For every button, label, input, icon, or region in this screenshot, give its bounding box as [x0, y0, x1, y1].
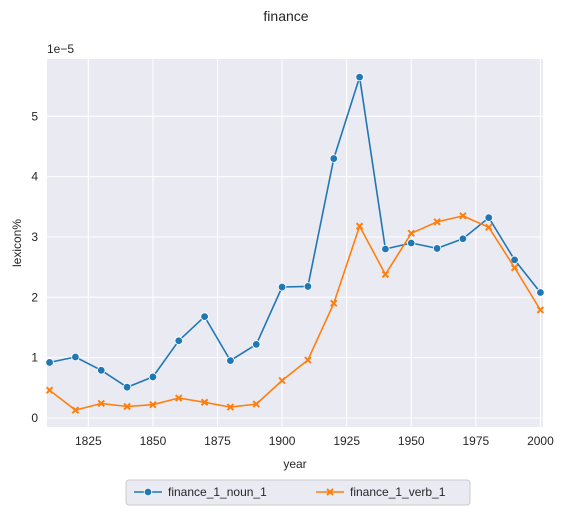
data-point-finance_1_noun_1: [252, 340, 261, 349]
y-axis-label: lexicon%: [10, 219, 24, 267]
legend-box: [125, 479, 471, 506]
y-tick-label: 5: [31, 109, 38, 123]
data-point-finance_1_noun_1: [277, 282, 287, 292]
data-point-finance_1_verb_1: [97, 399, 105, 408]
legend: finance_1_noun_1 finance_1_verb_1: [125, 479, 471, 506]
series-line-finance_1_verb_1: [49, 215, 542, 411]
y-tick-label: 3: [31, 230, 38, 244]
data-point-finance_1_noun_1: [484, 213, 493, 222]
data-point-finance_1_verb_1: [355, 222, 364, 230]
data-point-finance_1_noun_1: [432, 244, 442, 253]
y-tick-label: 2: [31, 290, 38, 304]
data-point-finance_1_noun_1: [122, 382, 132, 392]
legend-label-finance_1_noun_1: finance_1_noun_1: [168, 485, 267, 499]
data-point-finance_1_noun_1: [71, 352, 80, 362]
data-point-finance_1_noun_1: [97, 366, 106, 375]
x-tick-label: 1850: [140, 434, 167, 448]
series-line-finance_1_noun_1: [49, 76, 542, 389]
y-tick-label: 0: [31, 411, 38, 425]
data-point-finance_1_verb_1: [485, 223, 493, 232]
data-point-finance_1_noun_1: [355, 72, 364, 82]
legend-label-finance_1_verb_1: finance_1_verb_1: [350, 485, 446, 499]
y-axis-ticks: 0 1 2 3 4 5: [31, 109, 38, 425]
chart-title: finance: [263, 8, 308, 24]
data-point-finance_1_noun_1: [45, 358, 54, 367]
data-point-finance_1_verb_1: [71, 406, 80, 414]
y-offset-label: 1e−5: [47, 42, 74, 56]
data-point-finance_1_verb_1: [304, 356, 312, 364]
data-point-finance_1_verb_1: [226, 403, 235, 411]
data-point-finance_1_verb_1: [407, 229, 415, 238]
data-point-finance_1_noun_1: [381, 244, 390, 254]
x-axis-label: year: [283, 457, 306, 471]
data-point-finance_1_verb_1: [536, 306, 545, 314]
data-point-finance_1_noun_1: [174, 336, 183, 345]
data-point-finance_1_noun_1: [536, 288, 545, 297]
data-point-finance_1_verb_1: [459, 212, 467, 220]
data-point-finance_1_verb_1: [433, 218, 441, 226]
data-point-finance_1_verb_1: [278, 376, 286, 385]
data-point-finance_1_verb_1: [510, 264, 519, 272]
data-point-finance_1_noun_1: [200, 312, 209, 321]
y-tick-label: 1: [31, 351, 38, 365]
data-point-finance_1_noun_1: [148, 372, 158, 382]
x-axis-ticks: 1825 1850 1875 1900 1925 1950 1975 2000: [75, 434, 554, 448]
y-tick-label: 4: [31, 170, 38, 184]
plot-area: [47, 59, 543, 427]
data-point-finance_1_verb_1: [123, 402, 131, 411]
x-tick-label: 1975: [462, 434, 489, 448]
data-point-finance_1_verb_1: [45, 386, 54, 394]
x-tick-label: 1950: [398, 434, 425, 448]
series-layer: [45, 72, 545, 414]
x-tick-label: 1825: [75, 434, 102, 448]
x-tick-label: 1900: [269, 434, 296, 448]
x-tick-label: 2000: [527, 434, 554, 448]
data-point-finance_1_noun_1: [510, 255, 519, 265]
legend-marker-finance_1_noun_1: [143, 487, 153, 497]
x-tick-label: 1875: [204, 434, 231, 448]
data-point-finance_1_noun_1: [329, 154, 338, 163]
data-point-finance_1_verb_1: [200, 398, 209, 406]
data-point-finance_1_noun_1: [303, 282, 313, 291]
x-tick-label: 1925: [333, 434, 360, 448]
data-point-finance_1_verb_1: [149, 400, 157, 409]
legend-marker-finance_1_verb_1: [326, 488, 334, 496]
data-point-finance_1_noun_1: [458, 234, 468, 243]
data-point-finance_1_verb_1: [381, 270, 390, 279]
data-point-finance_1_verb_1: [175, 394, 183, 402]
data-point-finance_1_noun_1: [407, 238, 416, 248]
data-point-finance_1_verb_1: [330, 299, 338, 308]
data-point-finance_1_verb_1: [252, 400, 260, 408]
data-point-finance_1_noun_1: [226, 356, 235, 365]
